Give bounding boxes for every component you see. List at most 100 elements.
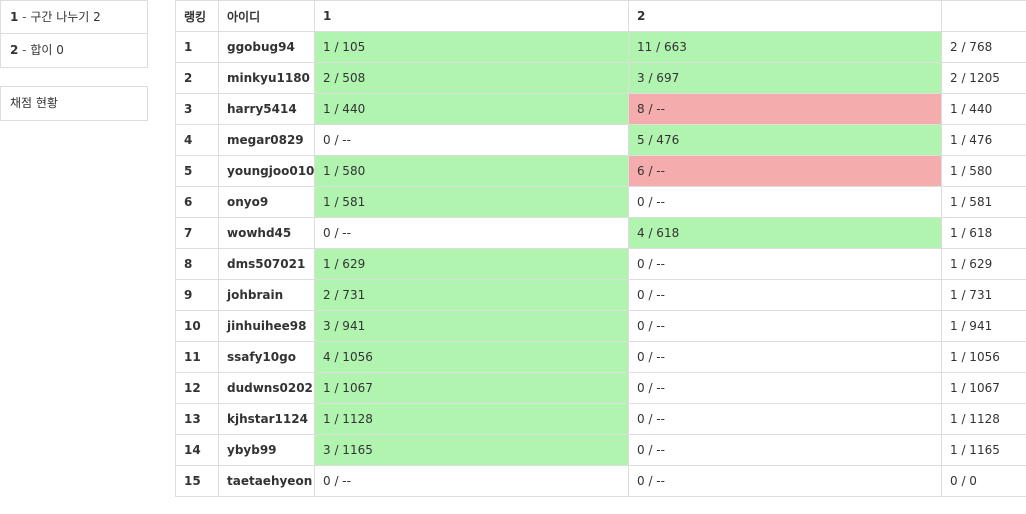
scoreboard-container: 랭킹 아이디 1 2 1 ggobug94 1 / 105 11 / 663 2 / 7… <box>175 0 1026 497</box>
total-cell: 1 / 1056 <box>941 341 1026 373</box>
rank-cell: 15 <box>175 465 219 497</box>
problem-2-cell: 0 / -- <box>628 465 942 497</box>
user-id-cell[interactable]: dudwns0202 <box>218 372 315 404</box>
scoreboard-body: 1 ggobug94 1 / 105 11 / 663 2 / 768 2 minkyu11… <box>175 31 1026 497</box>
problem-1-cell: 4 / 1056 <box>314 341 629 373</box>
total-cell: 1 / 476 <box>941 124 1026 156</box>
problem-1-cell: 1 / 580 <box>314 155 629 187</box>
user-id-cell[interactable]: jinhuihee98 <box>218 310 315 342</box>
total-cell: 1 / 629 <box>941 248 1026 280</box>
judge-status-link[interactable]: 채점 현황 <box>0 86 148 121</box>
rank-header: 랭킹 <box>175 0 219 32</box>
scoreboard-table: 랭킹 아이디 1 2 1 ggobug94 1 / 105 11 / 663 2 / 7… <box>175 0 1026 497</box>
problem-1-cell: 0 / -- <box>314 465 629 497</box>
problem-2-cell: 3 / 697 <box>628 62 942 94</box>
problem-1-cell: 1 / 1128 <box>314 403 629 435</box>
rank-cell: 10 <box>175 310 219 342</box>
total-cell: 1 / 731 <box>941 279 1026 311</box>
rank-cell: 3 <box>175 93 219 125</box>
problem-1-cell: 0 / -- <box>314 124 629 156</box>
rank-cell: 5 <box>175 155 219 187</box>
problem-1-cell: 1 / 440 <box>314 93 629 125</box>
rank-cell: 9 <box>175 279 219 311</box>
table-row: 14 ybyb99 3 / 1165 0 / -- 1 / 1165 <box>175 434 1026 466</box>
table-row: 11 ssafy10go 4 / 1056 0 / -- 1 / 1056 <box>175 341 1026 373</box>
problem-1-cell: 0 / -- <box>314 217 629 249</box>
problem-title: 합이 0 <box>30 43 64 57</box>
user-id-cell[interactable]: youngjoo0108 <box>218 155 315 187</box>
problem-1-cell: 2 / 508 <box>314 62 629 94</box>
rank-cell: 4 <box>175 124 219 156</box>
table-row: 6 onyo9 1 / 581 0 / -- 1 / 581 <box>175 186 1026 218</box>
problem-2-cell: 0 / -- <box>628 186 942 218</box>
problem-number: 2 <box>10 43 19 57</box>
user-id-cell[interactable]: kjhstar1124 <box>218 403 315 435</box>
problem-2-cell: 0 / -- <box>628 403 942 435</box>
table-row: 13 kjhstar1124 1 / 1128 0 / -- 1 / 1128 <box>175 403 1026 435</box>
total-cell: 1 / 941 <box>941 310 1026 342</box>
problem-2-cell: 0 / -- <box>628 341 942 373</box>
table-row: 4 megar0829 0 / -- 5 / 476 1 / 476 <box>175 124 1026 156</box>
problem-list: 1 - 구간 나누기 2 2 - 합이 0 <box>0 0 148 68</box>
problem-1-cell: 1 / 1067 <box>314 372 629 404</box>
rank-cell: 2 <box>175 62 219 94</box>
rank-cell: 11 <box>175 341 219 373</box>
problem-2-cell: 0 / -- <box>628 372 942 404</box>
table-row: 12 dudwns0202 1 / 1067 0 / -- 1 / 1067 <box>175 372 1026 404</box>
problem-2-cell: 5 / 476 <box>628 124 942 156</box>
total-cell: 1 / 1165 <box>941 434 1026 466</box>
problem-2-cell: 8 / -- <box>628 93 942 125</box>
problem-2-header[interactable]: 2 <box>628 0 942 32</box>
problem-item-1[interactable]: 1 - 구간 나누기 2 <box>1 1 147 34</box>
id-header: 아이디 <box>218 0 315 32</box>
problem-1-header[interactable]: 1 <box>314 0 629 32</box>
problem-1-cell: 3 / 1165 <box>314 434 629 466</box>
problem-1-cell: 1 / 105 <box>314 31 629 63</box>
user-id-cell[interactable]: dms507021 <box>218 248 315 280</box>
table-row: 5 youngjoo0108 1 / 580 6 / -- 1 / 580 <box>175 155 1026 187</box>
rank-cell: 8 <box>175 248 219 280</box>
problem-item-2[interactable]: 2 - 합이 0 <box>1 34 147 67</box>
user-id-cell[interactable]: megar0829 <box>218 124 315 156</box>
user-id-cell[interactable]: harry5414 <box>218 93 315 125</box>
sidebar: 1 - 구간 나누기 2 2 - 합이 0 채점 현황 <box>0 0 148 121</box>
problem-2-cell: 0 / -- <box>628 434 942 466</box>
user-id-cell[interactable]: ggobug94 <box>218 31 315 63</box>
header-row: 랭킹 아이디 1 2 <box>175 0 1026 32</box>
rank-cell: 14 <box>175 434 219 466</box>
rank-cell: 7 <box>175 217 219 249</box>
table-row: 8 dms507021 1 / 629 0 / -- 1 / 629 <box>175 248 1026 280</box>
problem-1-cell: 1 / 629 <box>314 248 629 280</box>
total-cell: 2 / 768 <box>941 31 1026 63</box>
problem-2-cell: 0 / -- <box>628 310 942 342</box>
total-cell: 2 / 1205 <box>941 62 1026 94</box>
total-cell: 1 / 440 <box>941 93 1026 125</box>
user-id-cell[interactable]: ybyb99 <box>218 434 315 466</box>
table-row: 7 wowhd45 0 / -- 4 / 618 1 / 618 <box>175 217 1026 249</box>
problem-number: 1 <box>10 10 19 24</box>
problem-2-cell: 0 / -- <box>628 248 942 280</box>
table-row: 9 johbrain 2 / 731 0 / -- 1 / 731 <box>175 279 1026 311</box>
problem-separator: - <box>18 43 31 57</box>
table-row: 1 ggobug94 1 / 105 11 / 663 2 / 768 <box>175 31 1026 63</box>
problem-2-cell: 0 / -- <box>628 279 942 311</box>
problem-2-cell: 11 / 663 <box>628 31 942 63</box>
user-id-cell[interactable]: onyo9 <box>218 186 315 218</box>
rank-cell: 13 <box>175 403 219 435</box>
total-cell: 1 / 1128 <box>941 403 1026 435</box>
user-id-cell[interactable]: ssafy10go <box>218 341 315 373</box>
problem-2-cell: 6 / -- <box>628 155 942 187</box>
table-row: 10 jinhuihee98 3 / 941 0 / -- 1 / 941 <box>175 310 1026 342</box>
user-id-cell[interactable]: wowhd45 <box>218 217 315 249</box>
total-cell: 1 / 1067 <box>941 372 1026 404</box>
user-id-cell[interactable]: minkyu1180 <box>218 62 315 94</box>
total-cell: 0 / 0 <box>941 465 1026 497</box>
user-id-cell[interactable]: taetaehyeon <box>218 465 315 497</box>
rank-cell: 1 <box>175 31 219 63</box>
table-row: 15 taetaehyeon 0 / -- 0 / -- 0 / 0 <box>175 465 1026 497</box>
user-id-cell[interactable]: johbrain <box>218 279 315 311</box>
problem-1-cell: 1 / 581 <box>314 186 629 218</box>
total-cell: 1 / 581 <box>941 186 1026 218</box>
rank-cell: 12 <box>175 372 219 404</box>
problem-separator: - <box>18 10 31 24</box>
